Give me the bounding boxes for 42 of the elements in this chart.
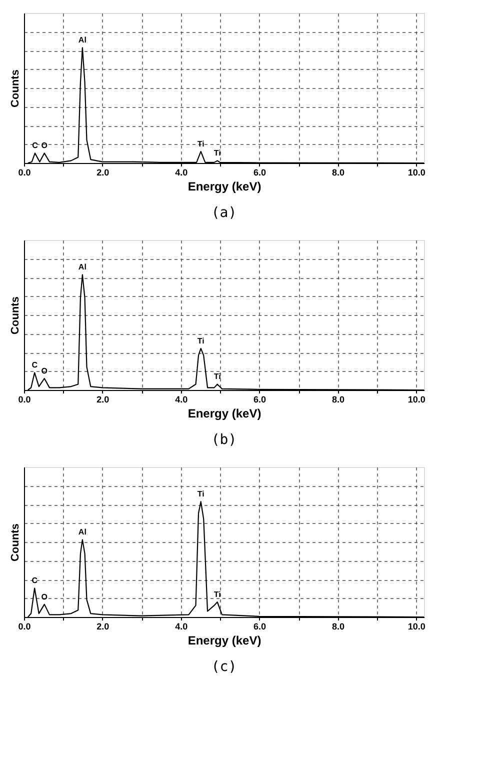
text: (a) [211,205,237,221]
x-tick-label: 0.0 [18,394,31,404]
annotation: Ti [197,490,204,499]
x-axis-title: Energy (keV) [188,634,262,648]
x-tick-label: 6.0 [254,394,266,404]
x-tick-label: 0.0 [18,622,31,632]
annotation: Ti [214,148,221,158]
x-axis-title: Energy (keV) [188,406,262,420]
x-tick-label: 2.0 [96,394,110,404]
text: (c) [211,659,237,675]
x-tick-label: 0.0 [18,168,31,178]
annotation: Ti [197,139,204,148]
x-tick-label: 4.0 [175,168,188,178]
annotation: Ti [214,590,221,599]
annotation: Al [78,262,86,272]
annotation: C [32,360,38,370]
x-tick-label: 10.0 [408,168,426,178]
annotation: O [41,592,48,602]
x-tick-label: 10.0 [408,622,426,632]
text: (b) [211,432,237,448]
x-tick-label: 4.0 [175,394,188,404]
x-tick-label: 6.0 [254,168,266,178]
x-tick-label: 2.0 [96,168,110,178]
x-tick-label: 6.0 [254,622,266,632]
annotation: Al [78,528,86,537]
annotation: C [32,141,38,150]
x-tick-label: 10.0 [408,394,426,404]
x-tick-label: 8.0 [332,168,344,178]
x-tick-label: 4.0 [175,622,188,632]
annotation: O [41,141,48,150]
x-tick-label: 8.0 [332,622,344,632]
y-axis-title: Counts [10,296,22,334]
y-axis-title: Counts [10,70,22,108]
x-tick-label: 2.0 [96,622,110,632]
x-tick-label: 8.0 [332,394,344,404]
annotation: C [32,576,38,586]
x-axis-title: Energy (keV) [188,180,262,194]
annotation: Al [78,36,86,45]
y-axis-title: Counts [10,524,22,562]
annotation: Ti [214,372,221,382]
annotation: O [41,366,48,376]
annotation: Ti [197,336,204,346]
